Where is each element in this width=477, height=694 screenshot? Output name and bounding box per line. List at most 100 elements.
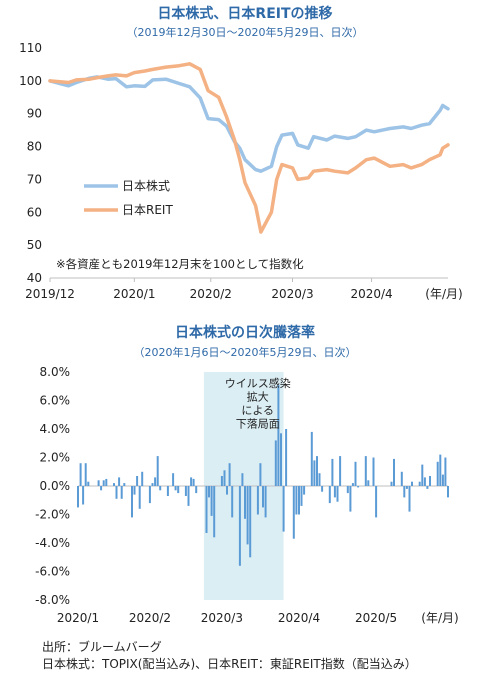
daily-return-bar <box>318 473 321 486</box>
y-tick-label: 40 <box>27 271 42 285</box>
daily-return-bar <box>246 486 249 545</box>
chart1-subtitle: （2019年12月30日～2020年5月29日、日次） <box>127 25 364 39</box>
daily-return-bar <box>421 464 424 486</box>
daily-return-bar <box>192 478 195 486</box>
daily-return-bar <box>364 456 367 486</box>
daily-return-bar <box>241 473 244 486</box>
daily-return-bar <box>429 476 431 486</box>
y-tick-label: -8.0% <box>35 593 70 607</box>
daily-return-bar <box>339 456 342 486</box>
y-tick-label: 4.0% <box>40 422 71 436</box>
daily-return-bar <box>262 486 264 508</box>
daily-return-bar <box>133 486 136 495</box>
highlight-label-line: ウイルス感染 <box>225 376 291 390</box>
daily-return-bar <box>174 486 177 491</box>
y-tick-label: 110 <box>19 41 42 55</box>
daily-return-bar <box>190 477 193 486</box>
daily-return-bar <box>120 486 123 499</box>
daily-return-bar <box>138 486 141 509</box>
x-tick-label: 2020/4 <box>278 611 320 625</box>
daily-return-bar <box>264 486 267 518</box>
x-tick-label: 2020/1 <box>113 287 155 301</box>
daily-return-bar <box>295 486 298 515</box>
daily-return-bar <box>226 486 228 495</box>
source-line-2: 日本株式：TOPIX(配当込み)、日本REIT：東証REIT指数（配当込み） <box>42 657 417 671</box>
daily-return-bar <box>277 384 280 486</box>
daily-return-bar <box>87 481 90 486</box>
daily-return-bar <box>444 457 447 486</box>
daily-return-bar <box>208 486 210 498</box>
source-line-1: 出所：ブルームバーグ <box>42 640 162 654</box>
daily-return-bar <box>187 486 190 506</box>
x-tick-label: 2020/2 <box>129 611 171 625</box>
daily-return-bar <box>79 463 82 486</box>
daily-return-bar <box>184 486 187 496</box>
daily-return-bar <box>166 486 169 496</box>
x-unit-label: (年/月) <box>421 611 458 625</box>
daily-return-bar <box>336 486 339 502</box>
highlight-label-line: による <box>241 404 274 417</box>
daily-return-bar <box>151 483 154 486</box>
daily-return-bar <box>423 477 426 486</box>
daily-return-bar <box>439 454 442 486</box>
daily-return-bar <box>349 486 352 512</box>
daily-return-bar <box>177 486 180 494</box>
daily-return-bar <box>82 486 85 505</box>
y-tick-label: 100 <box>19 74 42 88</box>
x-tick-label: 2020/3 <box>201 611 243 625</box>
daily-return-bar <box>280 433 282 486</box>
daily-return-bar <box>213 486 216 538</box>
series-line-japan-reit <box>48 62 450 234</box>
daily-return-bar <box>328 486 331 504</box>
line-chart: 日本株式、日本REITの推移 （2019年12月30日～2020年5月29日、日… <box>19 5 463 301</box>
daily-return-bar <box>154 477 157 486</box>
daily-return-bar <box>390 481 393 486</box>
x-tick-label: 2020/3 <box>271 287 313 301</box>
daily-return-bar <box>285 429 288 486</box>
daily-return-bar <box>282 486 285 532</box>
daily-return-bar <box>156 456 159 486</box>
y-tick-label: -2.0% <box>35 508 70 522</box>
chart1-note: ※各資産とも2019年12月末を100として指数化 <box>56 257 304 271</box>
daily-return-bar <box>418 481 421 486</box>
daily-return-bar <box>141 471 144 487</box>
daily-return-bar <box>321 486 324 492</box>
daily-return-bar <box>441 474 444 486</box>
daily-return-bar <box>447 486 449 498</box>
daily-return-bar <box>123 483 126 486</box>
daily-return-bar <box>131 486 133 518</box>
daily-return-bar <box>256 486 259 515</box>
highlight-label-line: 下落局面 <box>236 418 280 431</box>
y-tick-label: 80 <box>27 140 42 154</box>
y-tick-label: -4.0% <box>35 536 70 550</box>
daily-return-bar <box>346 486 349 494</box>
daily-return-bar <box>172 473 175 486</box>
daily-return-bar <box>136 476 139 486</box>
daily-return-bar <box>303 486 306 495</box>
highlight-label-line: 拡大 <box>247 390 269 404</box>
daily-return-bar <box>102 480 105 486</box>
daily-return-bar <box>249 486 252 558</box>
daily-return-bar <box>223 470 226 486</box>
daily-return-bar <box>220 476 223 486</box>
y-tick-label: 90 <box>27 107 42 121</box>
chart2-subtitle: （2020年1月6日～2020年5月29日、日次） <box>134 345 357 359</box>
y-tick-label: 70 <box>27 172 42 186</box>
daily-return-bar <box>357 486 360 488</box>
daily-return-bar <box>228 463 231 486</box>
x-tick-label: 2020/1 <box>57 611 99 625</box>
daily-return-bar <box>354 461 357 486</box>
y-tick-label: 60 <box>27 205 42 219</box>
y-tick-label: 6.0% <box>40 394 71 408</box>
daily-return-bar <box>426 486 429 489</box>
daily-return-bar <box>367 480 370 486</box>
daily-return-bar <box>205 486 208 533</box>
daily-return-bar <box>238 486 241 566</box>
series-line-japan-equity <box>48 75 450 173</box>
daily-return-bar <box>310 431 313 486</box>
daily-return-bar <box>372 457 375 486</box>
daily-return-bar <box>403 486 406 498</box>
y-tick-label: 0.0% <box>40 479 71 493</box>
daily-return-bar <box>400 471 403 487</box>
daily-return-bar <box>195 486 198 494</box>
